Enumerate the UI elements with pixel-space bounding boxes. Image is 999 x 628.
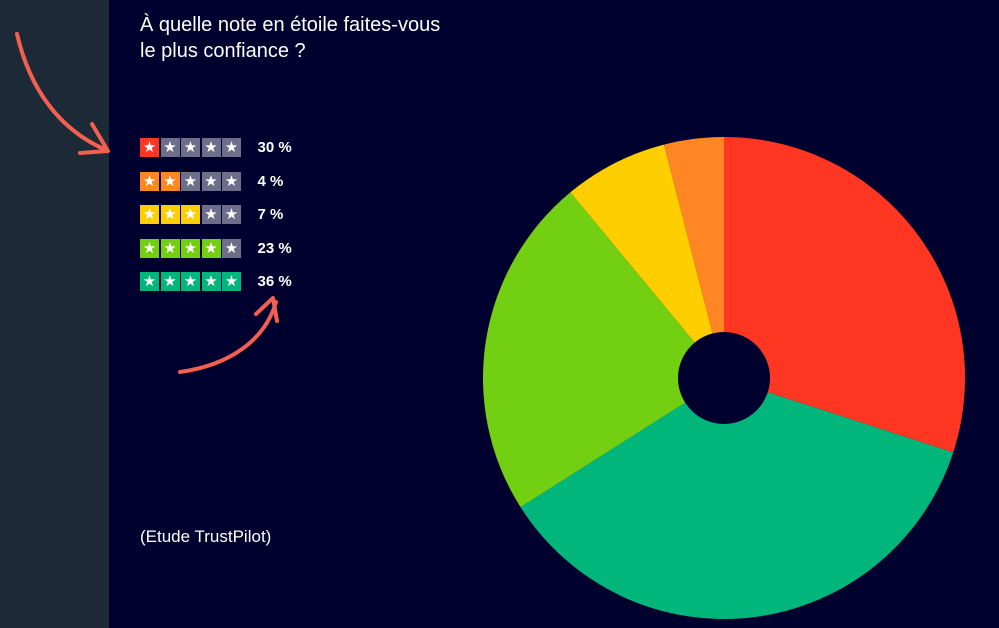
star-rating: ★ ★ ★ ★ ★ <box>140 138 243 157</box>
pie-slice-2-star <box>664 137 724 378</box>
star-icon: ★ <box>222 205 241 224</box>
star-icon: ★ <box>222 238 241 258</box>
chart-title: À quelle note en étoile faites-vous le p… <box>140 12 520 64</box>
star-icon: ★ <box>160 205 180 224</box>
pie-center-hole <box>678 332 770 424</box>
pie-slice-4-star <box>483 192 724 508</box>
star-icon: ★ <box>140 171 159 191</box>
curved-arrow-icon <box>178 300 278 374</box>
pie-slice-5-star <box>520 378 954 620</box>
arrowhead-icon <box>78 122 110 155</box>
star-icon: ★ <box>140 138 159 157</box>
legend-value-label: 23 % <box>257 239 292 257</box>
star-rating: ★ ★ ★ ★ ★ <box>140 205 243 224</box>
star-icon: ★ <box>160 272 180 291</box>
star-icon: ★ <box>140 238 159 258</box>
star-icon: ★ <box>222 138 241 157</box>
star-icon: ★ <box>222 171 241 191</box>
star-rating: ★ ★ ★ ★ ★ <box>140 171 243 191</box>
legend-value-label: 7 % <box>257 206 284 223</box>
star-rating: ★ ★ ★ ★ ★ <box>140 238 243 258</box>
star-icon: ★ <box>201 205 221 224</box>
star-icon: ★ <box>201 272 221 291</box>
source-note: (Etude TrustPilot) <box>140 527 272 546</box>
legend-row-2-star: ★ ★ ★ ★ ★ 4 % <box>140 171 292 192</box>
legend-row-5-star: ★ ★ ★ ★ ★ 36 % <box>140 271 292 292</box>
legend-row-1-star: ★ ★ ★ ★ ★ 30 % <box>140 137 292 158</box>
star-icon: ★ <box>222 272 241 291</box>
legend-value-label: 36 % <box>257 273 292 290</box>
star-icon: ★ <box>181 205 200 224</box>
star-icon: ★ <box>140 272 159 291</box>
legend-row-4-star: ★ ★ ★ ★ ★ 23 % <box>140 238 292 259</box>
star-icon: ★ <box>160 171 180 191</box>
pie-slice-3-star <box>570 144 724 378</box>
curved-arrow-icon <box>15 32 108 152</box>
pie-chart <box>483 137 965 620</box>
star-icon: ★ <box>181 138 200 157</box>
star-icon: ★ <box>181 171 200 191</box>
star-icon: ★ <box>140 205 159 224</box>
star-icon: ★ <box>181 272 200 291</box>
arrowhead-icon <box>254 296 279 323</box>
pie-slice-1-star <box>724 137 965 453</box>
legend-row-3-star: ★ ★ ★ ★ ★ 7 % <box>140 204 292 225</box>
star-icon: ★ <box>181 238 200 258</box>
star-icon: ★ <box>201 138 221 157</box>
star-icon: ★ <box>160 238 180 258</box>
legend-value-label: 30 % <box>257 139 292 156</box>
star-icon: ★ <box>160 138 180 157</box>
star-rating: ★ ★ ★ ★ ★ <box>140 272 243 291</box>
side-panel <box>0 0 109 628</box>
star-rating-legend: ★ ★ ★ ★ ★ 30 % ★ ★ ★ ★ ★ 4 % ★ ★ ★ ★ ★ 7 % ★ ★ ★ ★ ★ 23 % ★ ★ ★ ★ ★ 3… <box>140 137 292 305</box>
chart-title-line-1: À quelle note en étoile faites-vous <box>140 14 441 36</box>
star-icon: ★ <box>201 171 221 191</box>
legend-value-label: 4 % <box>257 172 284 190</box>
chart-title-line-2: le plus confiance ? <box>140 40 306 62</box>
star-icon: ★ <box>201 238 221 258</box>
